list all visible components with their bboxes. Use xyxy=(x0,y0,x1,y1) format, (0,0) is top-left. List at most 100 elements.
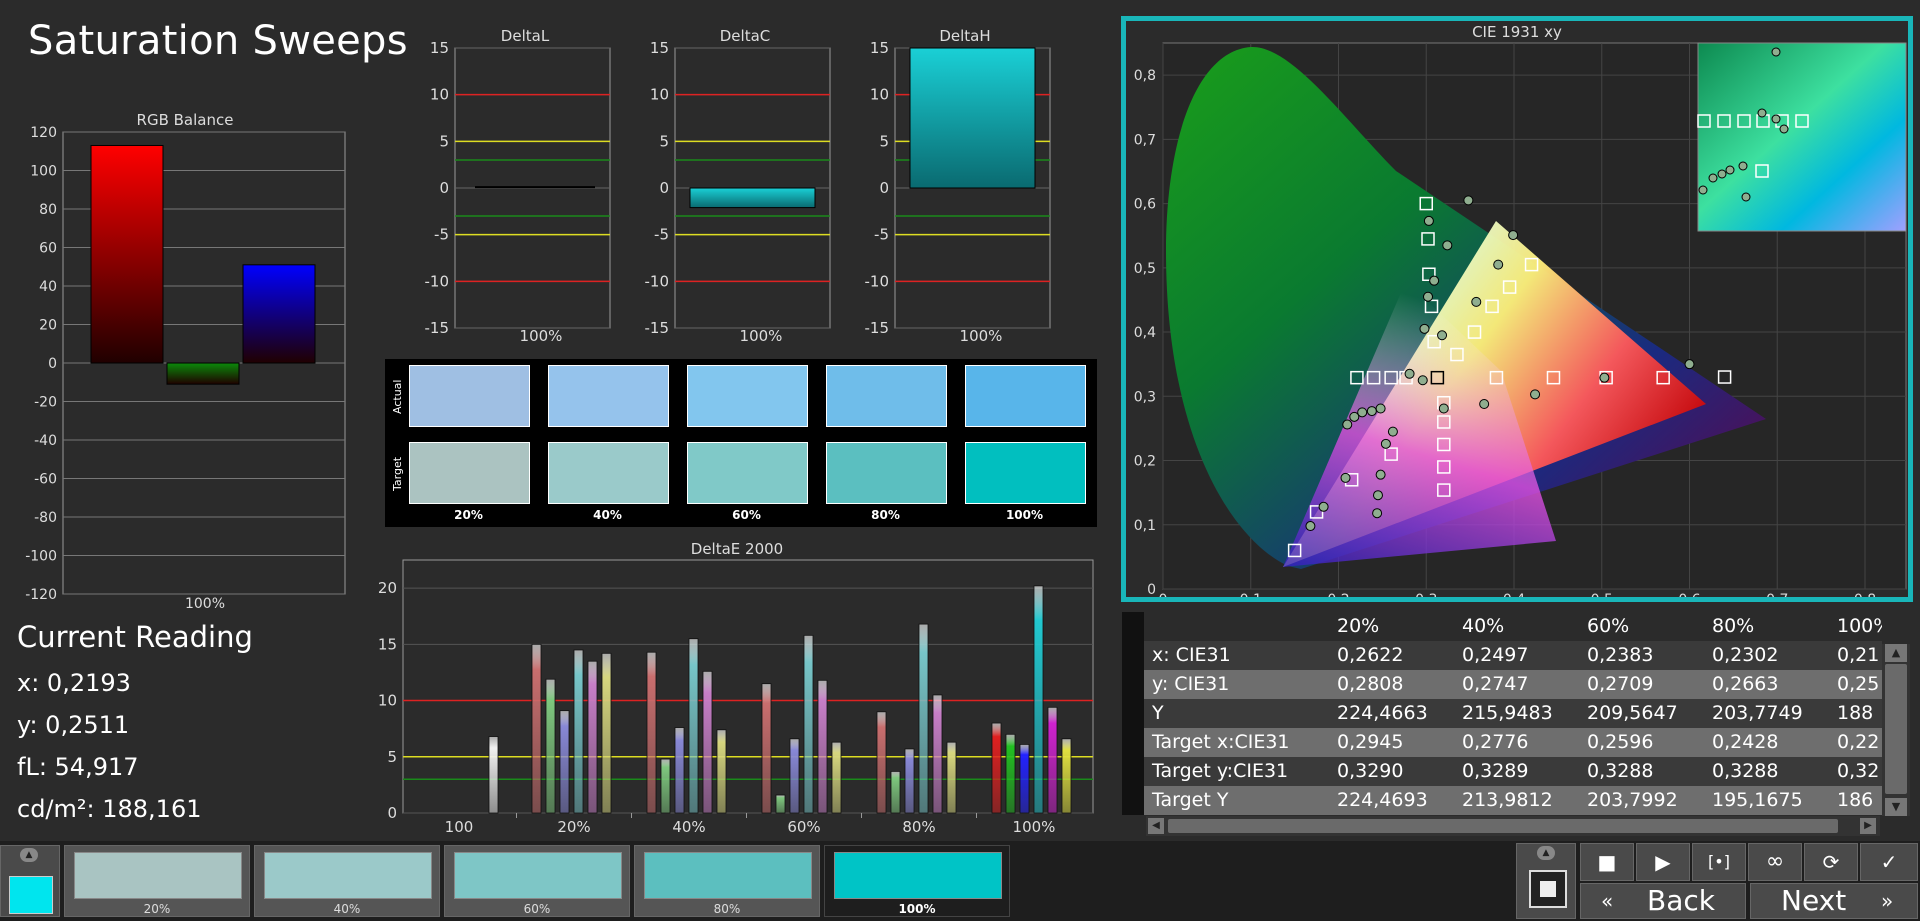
delta-chart-title: DeltaH xyxy=(939,27,990,45)
deltae-bar xyxy=(1047,706,1058,814)
next-button[interactable]: Next » xyxy=(1750,883,1918,919)
stop-panel[interactable]: ▲ xyxy=(1516,843,1576,919)
row-label: Target x:CIE31 xyxy=(1152,731,1290,753)
cie-measured-point xyxy=(1375,403,1386,414)
deltae-xtick: 80% xyxy=(902,818,935,836)
actual-swatch xyxy=(965,365,1086,427)
chevron-up-icon[interactable]: ▲ xyxy=(1537,846,1555,860)
cie-target-marker xyxy=(1421,232,1435,246)
stop-button[interactable]: ■ xyxy=(1580,843,1634,881)
cie-measured-point xyxy=(1493,259,1504,270)
cie-zoom-inset xyxy=(1697,42,1907,232)
cie-target-marker xyxy=(1437,483,1451,497)
measure-button[interactable]: [•] xyxy=(1692,843,1746,881)
deltae-xtick: 60% xyxy=(787,818,820,836)
row-label: Target Y xyxy=(1152,789,1229,811)
deltae-bar xyxy=(1061,738,1072,814)
continuous-button[interactable]: ∞ xyxy=(1748,843,1802,881)
table-hscroll[interactable]: ◀ ▶ xyxy=(1146,816,1880,836)
table-vscroll-thumb[interactable] xyxy=(1885,664,1907,794)
row-header-cell[interactable] xyxy=(1122,641,1144,670)
table-cell: 203,7992 xyxy=(1587,789,1678,811)
cie-target-marker xyxy=(1350,370,1364,385)
patch-label: 80% xyxy=(713,902,741,916)
patch-tile[interactable]: 80% xyxy=(634,845,820,917)
stop-icon[interactable] xyxy=(1529,870,1567,908)
scroll-right-icon[interactable]: ▶ xyxy=(1860,818,1876,834)
confirm-button[interactable]: ✓ xyxy=(1860,843,1918,881)
table-cell: 0,3288 xyxy=(1587,760,1654,782)
cie-target-marker xyxy=(1422,267,1436,281)
rgb-ytick: 80 xyxy=(39,202,57,218)
deltae-xtick: 20% xyxy=(557,818,590,836)
cie-target-marker xyxy=(1424,299,1439,314)
rgb-ytick: -40 xyxy=(34,433,57,449)
rgb-ytick: -80 xyxy=(34,510,57,526)
delta-xlabel: 100% xyxy=(740,327,783,345)
actual-swatch xyxy=(409,365,530,427)
table-cell: 0,2808 xyxy=(1337,673,1404,695)
table-corner xyxy=(1122,612,1144,641)
row-header-cell[interactable] xyxy=(1122,786,1144,815)
back-button[interactable]: « Back xyxy=(1580,883,1746,919)
table-hscroll-thumb[interactable] xyxy=(1168,819,1838,833)
target-row-label: Target xyxy=(391,456,404,491)
inset-measured-point xyxy=(1717,169,1727,179)
deltae-ytick: 15 xyxy=(378,635,397,653)
table-cell: 0,2596 xyxy=(1587,731,1654,753)
cie-measured-point xyxy=(1438,403,1449,414)
inset-measured-point xyxy=(1779,124,1789,134)
swatch-label: 40% xyxy=(593,508,622,522)
deltae-plot-area xyxy=(402,559,1094,814)
cie-target-marker xyxy=(1427,334,1441,349)
current-color-tile[interactable]: ▲ xyxy=(0,845,60,917)
table-cell: 0,2663 xyxy=(1712,673,1779,695)
delta-ytick: -5 xyxy=(654,226,669,244)
cie-ytick: 0,1 xyxy=(1134,518,1156,534)
double-chevron-left-icon: « xyxy=(1601,889,1614,913)
cie-ytick: 0,6 xyxy=(1134,197,1156,213)
deltae-xtick: 100 xyxy=(445,818,474,836)
patch-tile[interactable]: 100% xyxy=(824,845,1010,917)
play-button[interactable]: ▶ xyxy=(1636,843,1690,881)
patch-tile[interactable]: 60% xyxy=(444,845,630,917)
table-row: Y 224,4663 215,9483 209,5647 203,7749 188 xyxy=(1122,699,1882,728)
table-cell: 186 xyxy=(1837,789,1874,811)
patch-tile[interactable]: 40% xyxy=(254,845,440,917)
refresh-button[interactable]: ⟳ xyxy=(1804,843,1858,881)
delta-ytick: 0 xyxy=(439,179,449,197)
table-cell: 0,2747 xyxy=(1462,673,1529,695)
table-row: Target y:CIE31 0,3290 0,3289 0,3288 0,3288 0,… xyxy=(1122,757,1882,786)
cie-xtick: 0,1 xyxy=(1240,592,1262,597)
row-header-cell[interactable] xyxy=(1122,728,1144,757)
cie-measured-point xyxy=(1366,406,1377,417)
chevron-up-icon[interactable]: ▲ xyxy=(20,848,38,862)
table-col-header: 60% xyxy=(1587,615,1630,637)
cie-xtick: 0,3 xyxy=(1415,592,1437,597)
table-row: Target x:CIE31 0,2945 0,2776 0,2596 0,2428 0,… xyxy=(1122,728,1882,757)
table-row: y: CIE31 0,2808 0,2747 0,2709 0,2663 0,25 xyxy=(1122,670,1882,699)
back-label: Back xyxy=(1647,884,1715,917)
delta-xlabel: 100% xyxy=(520,327,563,345)
cie-measured-point xyxy=(1340,472,1351,483)
rgb-bar-green xyxy=(166,362,240,385)
cie-measured-point xyxy=(1463,195,1474,206)
delta-ytick: 10 xyxy=(650,86,669,104)
deltae-bar xyxy=(573,649,584,814)
scroll-down-icon[interactable]: ▼ xyxy=(1885,798,1907,816)
deltae-bar xyxy=(531,643,542,814)
inset-measured-point xyxy=(1771,114,1781,124)
row-label: Y xyxy=(1152,702,1164,724)
inset-target-marker xyxy=(1737,114,1751,128)
cie-xtick: 0 xyxy=(1159,592,1168,597)
scroll-up-icon[interactable]: ▲ xyxy=(1885,644,1907,662)
table-vscroll[interactable]: ▲ ▼ xyxy=(1882,644,1910,816)
cie-target-marker xyxy=(1489,370,1504,385)
actual-row-label: Actual xyxy=(391,379,404,414)
row-header-cell[interactable] xyxy=(1122,670,1144,699)
patch-tile[interactable]: 20% xyxy=(64,845,250,917)
deltae-bar xyxy=(688,638,699,814)
row-header-cell[interactable] xyxy=(1122,757,1144,786)
scroll-left-icon[interactable]: ◀ xyxy=(1148,818,1164,834)
row-header-cell[interactable] xyxy=(1122,699,1144,728)
